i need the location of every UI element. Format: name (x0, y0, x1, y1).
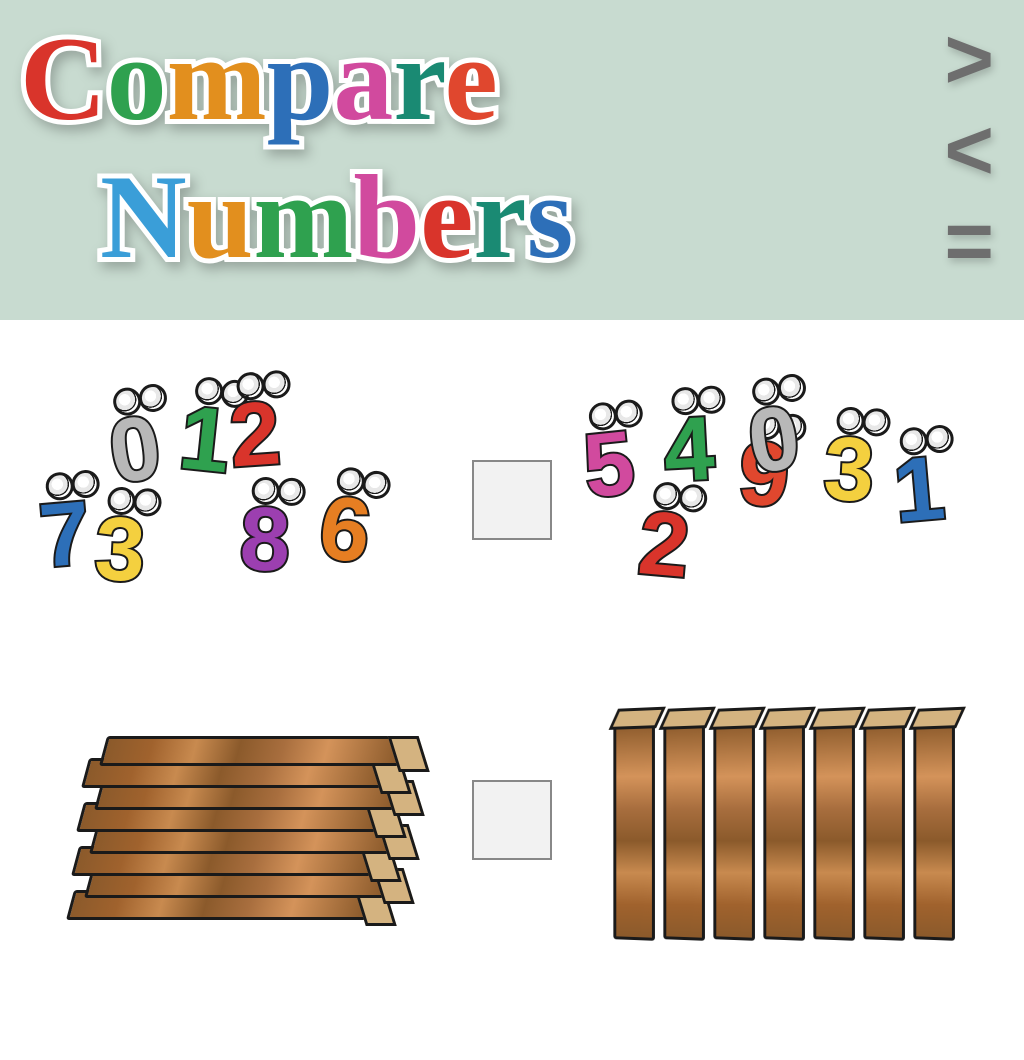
cartoon-number-8: 8 (238, 494, 291, 586)
plank (613, 719, 655, 941)
title-line-1: Compare (20, 10, 573, 148)
plank (813, 719, 855, 941)
comparison-symbols: > < = (944, 20, 994, 282)
number-cluster-right: 5249031 (584, 390, 984, 610)
plank (913, 719, 955, 941)
cartoon-number-7: 7 (36, 488, 94, 582)
symbol: = (944, 202, 994, 283)
row1-right-group: 5249031 (584, 380, 984, 620)
cartoon-number-1: 1 (175, 393, 234, 488)
title-block: Compare Numbers (20, 10, 573, 286)
title-letter: m (253, 150, 353, 283)
title-letter: u (187, 150, 254, 283)
title-line-2: Numbers (100, 148, 573, 286)
plank (863, 719, 905, 941)
plank (713, 719, 755, 941)
answer-box-1[interactable] (472, 460, 552, 540)
row2-left-group (40, 700, 440, 940)
title-letter: C (20, 12, 107, 145)
title-letter: p (267, 12, 334, 145)
symbol: > (944, 20, 994, 101)
worksheet-content: 7301286 5249031 (0, 320, 1024, 1060)
title-letter: e (444, 12, 497, 145)
title-letter: b (353, 150, 420, 283)
title-letter: r (473, 150, 526, 283)
title-letter: a (333, 12, 393, 145)
cartoon-number-2: 2 (635, 498, 693, 592)
compare-row-1: 7301286 5249031 (40, 370, 984, 630)
cartoon-number-3: 3 (822, 424, 877, 516)
row2-right-group (584, 700, 984, 940)
symbol: < (944, 111, 994, 192)
cartoon-number-1: 1 (890, 443, 948, 537)
cartoon-number-4: 4 (662, 404, 717, 496)
title-letter: r (393, 12, 444, 145)
title-letter: m (167, 12, 267, 145)
row1-left-group: 7301286 (40, 380, 440, 620)
title-letter: o (107, 12, 167, 145)
header-banner: Compare Numbers > < = (0, 0, 1024, 320)
cartoon-number-5: 5 (579, 418, 638, 513)
cartoon-number-3: 3 (93, 504, 148, 596)
answer-box-2[interactable] (472, 780, 552, 860)
plank (663, 719, 705, 941)
cartoon-number-2: 2 (227, 388, 283, 481)
plank (763, 719, 805, 941)
plank-row (594, 700, 974, 940)
cartoon-number-0: 0 (104, 402, 166, 498)
title-letter: e (420, 150, 473, 283)
plank-stack (70, 720, 410, 920)
plank (99, 736, 407, 766)
compare-row-2 (40, 690, 984, 950)
title-letter: N (100, 150, 187, 283)
cartoon-number-6: 6 (314, 482, 376, 578)
number-cluster-left: 7301286 (40, 390, 440, 610)
title-letter: s (527, 150, 574, 283)
